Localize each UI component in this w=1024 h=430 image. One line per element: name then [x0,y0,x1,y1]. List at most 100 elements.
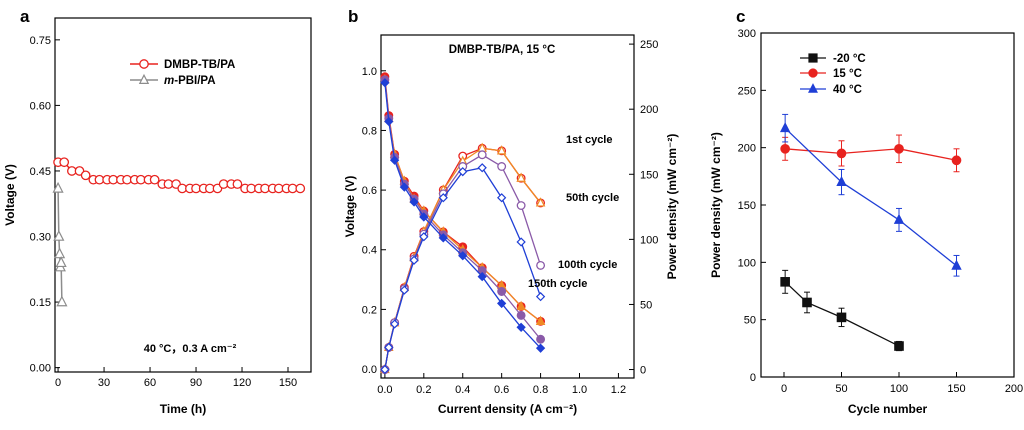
panel-a-xtick-label: 90 [190,377,202,389]
panel-b-xtick-label: 0.0 [377,384,392,396]
panel-c-point [780,277,790,287]
panel-b-power-point [389,319,400,329]
panel-c-ytick-label: 100 [738,257,756,269]
panel-b-voltage-point [477,271,487,282]
panel-c-point [836,312,847,323]
panel-b-power-point [496,145,507,155]
panel-b-xtick-label: 1.0 [572,384,587,396]
panel-b-power-point [380,364,390,375]
panel-b-cycle-label: 50th cycle [566,192,619,204]
panel-c-ylabel: Power density (mW cm⁻²) [709,132,723,278]
panel-b-ytick-label: 1.0 [362,66,377,78]
panel-b-power-point [438,193,448,203]
panel-b-voltage-point [516,322,526,332]
panel-b-voltage-point [384,116,394,127]
panel-c-label: c [736,7,745,26]
panel-b-voltage-point [419,212,429,222]
panel-b-y2label: Power density (mW cm⁻²) [665,134,679,280]
panel-b-ylabel: Voltage (V) [343,176,357,238]
panel-b-y2tick-label: 250 [640,39,658,51]
panel-b-voltage-point [535,315,546,325]
panel-c-ytick-label: 50 [744,315,756,327]
panel-c-legend-label: -20 °C [833,53,866,65]
panel-b-voltage-point [536,334,546,344]
panel-c-ytick-label: 0 [750,372,756,384]
panel-b-voltage-point [516,300,526,311]
panel-c-series-line [784,127,957,267]
panel-b-xtick-label: 0.8 [533,384,548,396]
panel-a-ytick-label: 0.30 [30,232,51,244]
panel-a-series-line [57,188,63,303]
panel-c-ytick-label: 300 [738,28,756,40]
panel-b-ytick-label: 0.8 [362,125,377,137]
panel-b-y2tick-label: 150 [640,169,658,181]
panel-a-ylabel: Voltage (V) [3,164,17,226]
panel-b-xtick-label: 0.4 [455,384,470,396]
panel-a-legend-marker [139,59,149,69]
panel-b-cycle-label: 1st cycle [566,134,612,146]
panel-a-point [295,183,306,194]
panel-c-xtick-label: 200 [1005,383,1023,395]
panel-b-power-point [477,150,487,160]
panel-b-voltage-line [384,79,541,322]
panel-b-voltage-point [497,298,507,309]
panel-b-power-point [497,193,507,203]
panel-c-point [894,143,904,154]
panel-c-point [951,259,962,270]
panel-a-xtick-label: 30 [98,377,110,389]
panel-b-voltage-point [458,251,468,261]
panel-b-voltage-point [497,287,507,296]
panel-b-voltage-line [384,82,542,349]
panel-a-legend-text-part: -PBI/PA [174,75,215,87]
panel-c-point [779,122,791,133]
panel-b-frame [380,34,635,379]
panel-a-xlabel: Time (h) [160,402,206,416]
panel-a-ytick-label: 0.15 [30,297,51,309]
panel-b-power-point [516,201,526,210]
panel-c-xlabel: Cycle number [848,402,928,416]
panel-c-point [836,175,847,187]
panel-a-xtick-label: 150 [279,377,297,389]
panel-a-point [52,181,64,193]
panel-a-point [59,157,70,168]
panel-c-ytick-label: 200 [738,143,756,155]
panel-a-point [80,170,91,181]
panel-b-voltage-line [384,79,542,340]
panel-b-power-line [384,167,542,370]
panel-a-xtick-label: 120 [233,377,251,389]
panel-c-ytick-label: 150 [738,200,756,212]
panel-a-point [53,229,65,241]
panel-c-xtick-label: 0 [781,383,787,395]
panel-a-legend-text-part: DMBP-TB/PA [164,59,235,71]
panel-a-point [56,295,68,307]
panel-b-ytick-label: 0.6 [362,185,377,197]
panel-a-ytick-label: 0.75 [30,35,51,47]
panel-b-xtick-label: 0.2 [416,384,431,396]
panel-c-xtick-label: 150 [947,383,965,395]
panel-c-xtick-label: 50 [835,383,847,395]
panel-b-y2tick-label: 200 [640,104,658,116]
panel-b-voltage-point [535,343,546,353]
panel-c-series-line [785,148,957,161]
panel-b-power-point [516,237,526,247]
panel-b-power-point [419,232,429,242]
panel-c-point [802,297,812,308]
panel-b-power-point [497,162,507,171]
panel-b-xlabel: Current density (A cm⁻²) [438,402,577,416]
panel-b-cycle-label: 100th cycle [558,259,617,271]
panel-b-ytick-label: 0.0 [362,364,377,376]
panel-c-xtick-label: 100 [890,383,908,395]
panel-b-power-point [535,197,546,207]
panel-b-power-point [516,172,526,182]
panel-c-legend-marker [808,83,818,93]
panel-c-point [893,213,905,224]
panel-c-legend-marker [808,68,818,78]
panel-b-y2tick-label: 0 [640,365,646,377]
panel-a-legend-label: m-PBI/PA [164,75,216,87]
panel-a-point [149,174,160,185]
panel-a-point [55,256,67,268]
panel-c-point [951,155,962,166]
panel-a-ytick-label: 0.45 [30,166,51,178]
panel-b-power-point [409,255,419,265]
panel-a-point [232,179,243,189]
